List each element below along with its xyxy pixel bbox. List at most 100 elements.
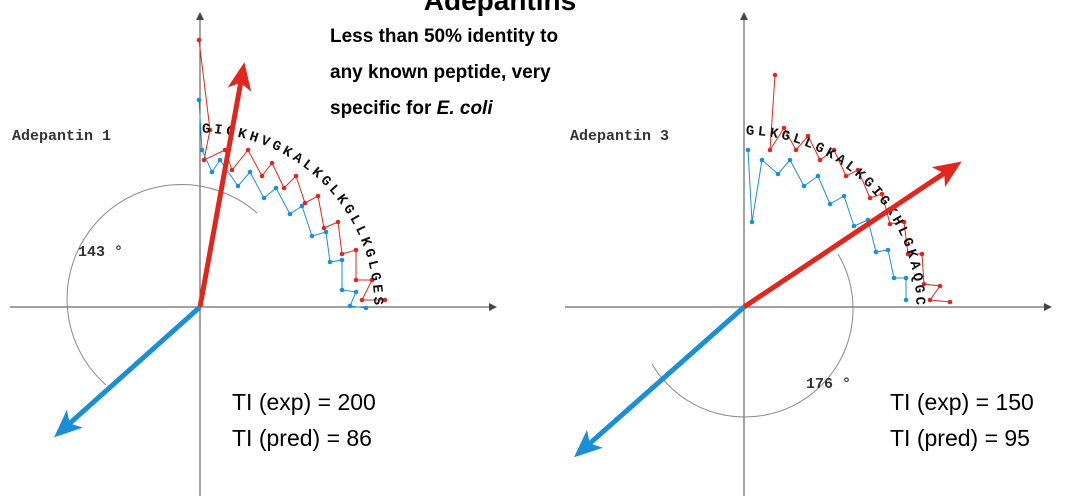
trace-point	[321, 225, 327, 231]
trace-point	[873, 249, 879, 255]
trace-point	[867, 195, 873, 201]
trace-point	[302, 200, 308, 206]
trace-point	[749, 219, 755, 225]
trace-point	[315, 193, 321, 199]
trace-point	[287, 211, 293, 217]
trace-point	[261, 195, 267, 201]
trace-point	[887, 221, 893, 227]
sequence-letter: G	[360, 247, 378, 260]
trace-point	[309, 233, 315, 239]
trace-point	[772, 72, 778, 78]
trace-point	[781, 125, 787, 131]
sequence-letter: L	[757, 124, 767, 141]
trace-point	[841, 193, 847, 199]
trace-point	[801, 183, 807, 189]
trace-point	[335, 219, 341, 225]
sequence-letter: Q	[908, 272, 925, 283]
trace-point	[196, 97, 202, 103]
sequence-letter: G	[202, 122, 211, 138]
panel-adepantin-1: GIGKHVGKALKGLKGLLKGLGES Adepantin 1 143 …	[10, 12, 497, 496]
trace-point	[921, 281, 927, 287]
charge-moment-arrow	[54, 305, 202, 438]
hydrophobic-moment-arrow	[742, 161, 962, 310]
trace-point	[339, 251, 345, 257]
trace-point	[247, 169, 253, 175]
sequence-letter: K	[236, 126, 249, 144]
trace-point	[353, 289, 359, 295]
trace-point	[201, 157, 207, 163]
trace-point	[339, 287, 345, 293]
ti-exp: TI (exp) = 150	[890, 389, 1034, 415]
subtitle-line-3-prefix: specific for	[330, 98, 437, 119]
subtitle-line-2: any known peptide, very	[330, 62, 551, 83]
trace-point	[353, 247, 359, 253]
sequence-letter: H	[247, 129, 260, 147]
trace-point	[831, 147, 837, 153]
sequence-letter: K	[768, 126, 780, 143]
trace-point	[947, 299, 953, 305]
trace-point	[229, 167, 235, 173]
subtitle-italic-organism: E. coli	[437, 98, 494, 119]
hydrophobic-moment-arrow	[197, 62, 252, 308]
sequence-letter: E	[368, 284, 385, 294]
trace-point	[207, 127, 213, 133]
trace-point	[815, 173, 821, 179]
trace-point	[199, 147, 205, 153]
subtitle-line-3: specific for E. coli	[330, 98, 493, 119]
sequence-letter: C	[911, 296, 927, 306]
trace-point	[359, 297, 365, 303]
trace-point	[339, 257, 345, 263]
sequence-letter: G	[366, 271, 383, 282]
trace-point	[382, 297, 388, 303]
trace-line	[747, 149, 907, 300]
peptide-name: Adepantin 1	[12, 128, 111, 145]
trace-point	[209, 169, 215, 175]
trace-point	[369, 277, 375, 283]
trace-point	[323, 229, 329, 235]
trace-point	[347, 303, 353, 309]
angle-arc	[651, 253, 854, 418]
trace-point	[903, 297, 909, 303]
ti-exp: TI (exp) = 200	[232, 389, 376, 415]
trace-point	[363, 305, 369, 311]
trace-point	[855, 167, 861, 173]
trace-point	[937, 283, 943, 289]
trace-point	[245, 147, 251, 153]
trace-point	[817, 157, 823, 163]
sequence-letter: L	[363, 259, 381, 271]
sequence-letter: G	[746, 124, 755, 140]
trace-point	[901, 219, 907, 225]
subtitle-line-1: Less than 50% identity to	[330, 26, 558, 47]
sequence-letter: L	[791, 131, 804, 149]
trace-point	[745, 147, 751, 153]
trace-point	[879, 191, 885, 197]
trace-point	[759, 157, 765, 163]
angle-label: 176 °	[806, 376, 851, 393]
sequence-letter: K	[902, 247, 920, 260]
trace-point	[927, 297, 933, 303]
charge-moment-arrow	[574, 305, 746, 458]
trace-point	[269, 160, 275, 166]
trace-point	[293, 173, 299, 179]
trace-point	[327, 259, 333, 265]
sequence-letters: GLKGLLGKALKGIGKHLGKAQGC	[746, 124, 928, 306]
trace-point	[805, 133, 811, 139]
trace-point	[775, 171, 781, 177]
trace-point	[787, 157, 793, 163]
trace-point	[353, 277, 359, 283]
figure-title: Adepantins	[424, 0, 576, 16]
trace-point	[827, 201, 833, 207]
trace-point	[281, 185, 287, 191]
trace-point	[885, 247, 891, 253]
trace-point	[903, 275, 909, 281]
sequence-letter: A	[906, 259, 924, 272]
panel-adepantin-3: GLKGLLGKALKGIGKHLGKAQGC Adepantin 3 176 …	[565, 12, 1052, 496]
sequence-letter: G	[780, 128, 792, 146]
trace-point	[891, 275, 897, 281]
trace-point	[919, 251, 925, 257]
angle-arc	[66, 184, 258, 386]
trace-point	[235, 183, 241, 189]
ti-pred: TI (pred) = 86	[232, 425, 372, 451]
ti-pred: TI (pred) = 95	[890, 425, 1030, 451]
trace-line	[198, 99, 367, 309]
